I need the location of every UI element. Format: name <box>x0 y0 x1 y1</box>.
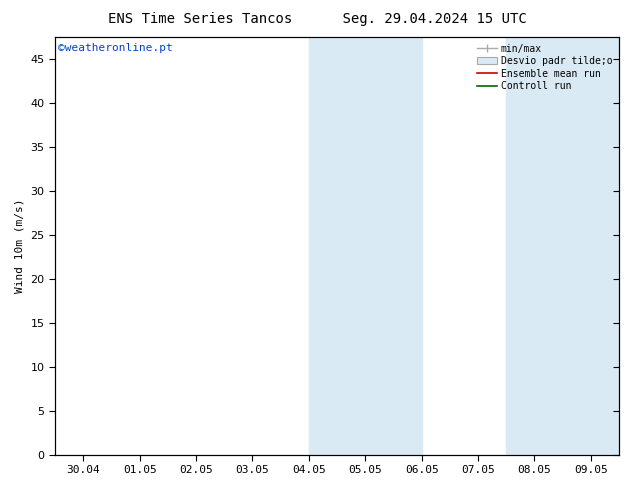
Bar <box>309 37 422 455</box>
Y-axis label: Wind 10m (m/s): Wind 10m (m/s) <box>15 198 25 293</box>
Text: ENS Time Series Tancos      Seg. 29.04.2024 15 UTC: ENS Time Series Tancos Seg. 29.04.2024 1… <box>108 12 526 26</box>
Bar <box>506 37 619 455</box>
Legend: min/max, Desvio padr tilde;o, Ensemble mean run, Controll run: min/max, Desvio padr tilde;o, Ensemble m… <box>476 42 614 93</box>
Text: ©weatheronline.pt: ©weatheronline.pt <box>58 43 172 53</box>
